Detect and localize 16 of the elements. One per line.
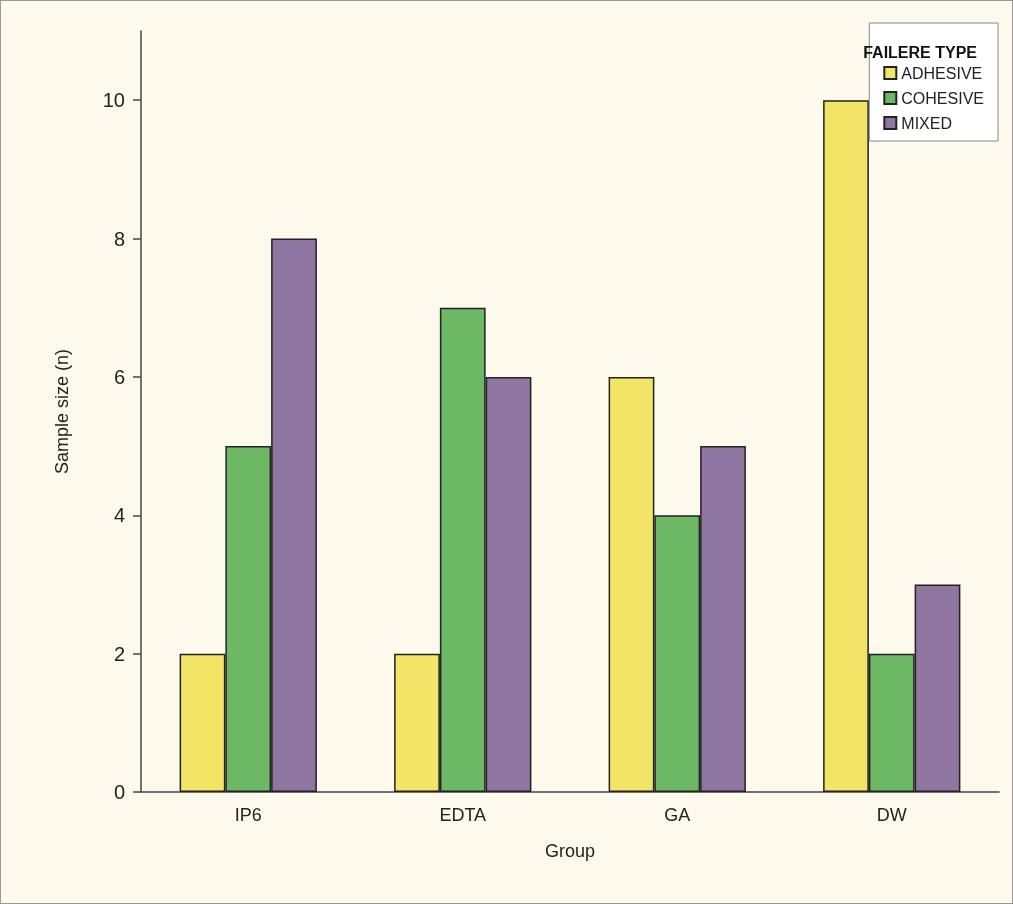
legend-title: FAILERE TYPE: [863, 43, 978, 61]
y-tick-label: 10: [102, 89, 125, 112]
x-tick-label: GA: [664, 805, 691, 825]
legend-label: COHESIVE: [901, 89, 984, 107]
y-tick-label: 6: [113, 365, 125, 388]
legend-label: MIXED: [901, 114, 952, 132]
x-tick-label: EDTA: [439, 805, 487, 825]
x-tick-label: IP6: [234, 805, 262, 825]
y-tick-label: 4: [113, 504, 125, 527]
y-tick-label: 2: [113, 642, 125, 665]
y-tick-label: 0: [113, 781, 125, 803]
legend-label: ADHESIVE: [901, 64, 983, 82]
x-tick-label: DW: [876, 805, 907, 825]
y-tick-label: 8: [113, 227, 125, 250]
x-axis-title: Group: [544, 841, 596, 861]
y-axis-title: Sample size (n): [52, 348, 72, 475]
